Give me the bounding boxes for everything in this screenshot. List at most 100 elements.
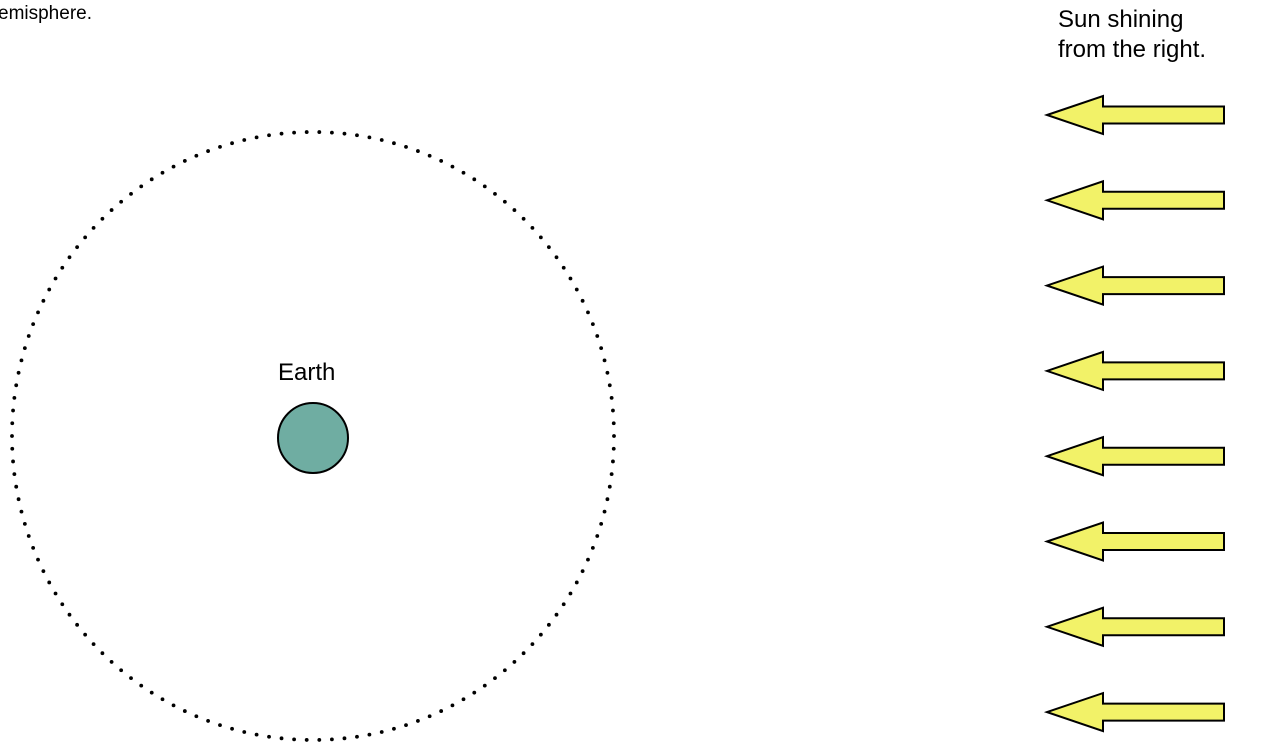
orbit-dot [611,408,615,413]
orbit-dot [119,199,124,204]
orbit-dot [612,434,616,438]
orbit-dot [14,383,19,388]
orbit-dot [482,184,487,189]
orbit-dot [75,245,80,250]
orbit-dot [568,591,573,596]
orbit-dot [129,191,133,196]
orbit-dot [574,580,579,585]
orbit-dot [60,602,65,607]
orbit-dot [574,287,579,292]
orbit-path [10,130,616,742]
orbit-dot [317,738,322,742]
orbit-dot [160,697,165,702]
orbit-dot [404,144,408,149]
orbit-dot [26,334,31,338]
orbit-dot [330,130,334,135]
orbit-dot [194,153,199,158]
orbit-dot [546,622,551,627]
orbit-dot [580,298,585,303]
orbit-dot [12,472,17,476]
orbit-dot [160,170,165,175]
orbit-dot [149,177,154,182]
orbit-dot [242,730,247,734]
orbit-dot [605,370,610,375]
orbit-dot [461,170,466,175]
sun-ray-arrow-icon [1043,94,1225,136]
orbit-dot [171,703,176,708]
orbit-dot [254,135,259,140]
orbit-dot [512,660,517,664]
orbit-dot [427,714,432,719]
orbit-dot [75,622,80,627]
orbit-dot [561,265,566,270]
orbit-dot [304,738,309,742]
orbit-dot [171,164,176,169]
orbit-dot [599,521,604,526]
orbit-dot [472,690,477,695]
orbit-dot [149,690,154,695]
top-caption-text: emisphere. [0,3,92,24]
orbit-dot [607,484,612,489]
orbit-dot [450,703,455,708]
orbit-dot [91,642,96,646]
orbit-dot [91,226,96,230]
orbit-dot [512,208,517,212]
sun-caption: Sun shining from the right. [1058,5,1206,65]
orbit-dot [568,276,573,281]
orbit-dot [493,191,497,196]
orbit-dot [19,358,24,363]
orbit-dot [230,726,234,731]
orbit-dot [379,730,384,734]
sun-ray-arrow-icon [1043,691,1225,733]
orbit-dot [12,396,17,400]
sun-ray-arrow-icon [1043,179,1225,221]
orbit-dot [139,184,144,189]
sun-ray-arrow-icon [1043,606,1225,648]
orbit-dot [230,141,234,146]
sun-ray-arrow-icon [1043,265,1225,306]
orbit-dot [590,322,595,326]
orbit-dot [242,138,247,142]
orbit-dot [22,346,27,351]
orbit-dot [254,732,259,737]
orbit-dot [100,651,105,656]
orbit-dot [342,736,347,741]
orbit-dot [330,737,334,742]
orbit-dot [561,602,566,607]
orbit-dot [267,734,271,739]
orbit-dot [554,255,559,260]
orbit-dot [602,509,607,514]
sun-caption-line-2: from the right. [1058,36,1207,63]
orbit-dot [11,459,15,464]
orbit-dot [83,235,88,240]
orbit-dot [109,208,114,212]
orbit-dot [427,153,432,158]
orbit-dot [590,546,595,550]
orbit-dot [10,446,15,451]
orbit-dot [47,287,52,292]
orbit-dot [602,358,607,363]
orbit-dot [279,131,284,136]
orbit-dot [26,534,31,538]
orbit-dot [586,310,590,315]
orbit-dot [502,199,507,204]
orbit-dot [129,676,133,681]
orbit-dot [611,421,616,426]
orbit-dot [41,298,46,303]
orbit-dot [119,668,124,673]
orbit-dot [317,130,322,134]
sun-caption-line-1: Sun shining [1058,6,1184,33]
sun-rays [1043,94,1225,733]
orbit-dot [538,235,543,240]
orbit-dot [182,159,187,163]
orbit-dot [22,521,27,526]
orbit-dot [379,138,384,142]
orbit-dot [139,683,144,688]
orbit-dot [355,734,359,739]
orbit-dot [416,719,420,723]
orbit-dot [609,472,614,476]
orbit-dot [60,265,65,270]
orbit-dot [342,131,347,136]
orbit-dot [461,697,466,702]
